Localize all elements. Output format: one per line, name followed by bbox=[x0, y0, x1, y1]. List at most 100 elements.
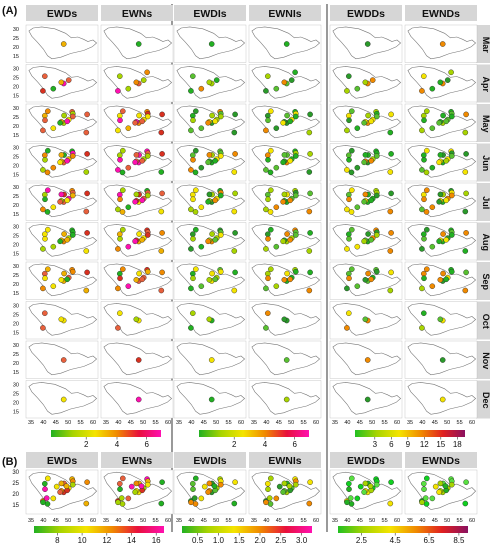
station-dot bbox=[448, 113, 455, 120]
station-dot bbox=[263, 88, 269, 94]
map-0-0-Aug bbox=[25, 222, 99, 261]
station-dot bbox=[125, 283, 132, 290]
station-dot bbox=[125, 125, 132, 131]
x-tick-label: 40 bbox=[419, 518, 425, 524]
station-dot bbox=[429, 204, 436, 210]
coastline bbox=[332, 145, 402, 178]
station-dot bbox=[423, 475, 430, 482]
station-dot bbox=[139, 276, 145, 283]
station-dot bbox=[201, 483, 208, 490]
map-1-1-May bbox=[248, 103, 322, 142]
station-dot bbox=[364, 357, 371, 363]
header-1-1-bg bbox=[249, 5, 321, 21]
station-dot bbox=[354, 164, 361, 171]
month-strip-bg bbox=[476, 104, 490, 142]
station-dot bbox=[387, 129, 394, 136]
station-dot bbox=[58, 480, 65, 487]
station-dot bbox=[217, 481, 224, 488]
station-dot bbox=[443, 276, 450, 283]
header-1-0-bg bbox=[174, 5, 246, 21]
header-2-1: EWNDs bbox=[422, 8, 460, 20]
station-dot bbox=[423, 209, 430, 215]
x-tick-label: 45 bbox=[276, 518, 282, 524]
station-dot bbox=[281, 191, 288, 198]
y-tick-label: 15 bbox=[13, 410, 19, 416]
y-tick-label: 25 bbox=[13, 115, 19, 121]
station-dot bbox=[70, 481, 76, 488]
station-dot bbox=[212, 197, 218, 204]
x-tick-label: 60 bbox=[165, 420, 171, 426]
x-tick-label: 35 bbox=[176, 518, 182, 524]
station-dot bbox=[284, 270, 290, 277]
y-tick-label: 30 bbox=[13, 67, 19, 73]
station-dot bbox=[280, 198, 286, 205]
coastline bbox=[407, 105, 477, 139]
station-dot bbox=[264, 310, 271, 317]
x-tick-label: 35 bbox=[251, 420, 257, 426]
station-dot bbox=[419, 499, 425, 506]
coastline bbox=[103, 342, 173, 376]
station-dot bbox=[208, 357, 215, 363]
bmap-2-1 bbox=[404, 469, 478, 515]
map-0-1-Dec bbox=[100, 380, 174, 419]
station-dot bbox=[232, 111, 238, 118]
bmap-1-0 bbox=[173, 469, 247, 515]
station-dot bbox=[232, 151, 238, 157]
station-dot bbox=[348, 209, 355, 215]
coastline bbox=[28, 342, 98, 376]
station-dot bbox=[40, 246, 46, 252]
station-dot bbox=[83, 208, 90, 215]
x-tick-label: 45 bbox=[201, 518, 207, 524]
station-dot bbox=[45, 226, 51, 233]
station-dot bbox=[192, 266, 199, 273]
station-dot bbox=[45, 475, 51, 482]
station-dot bbox=[348, 147, 355, 154]
station-dot bbox=[362, 480, 369, 487]
colorbar-label: 16 bbox=[152, 536, 161, 545]
bmap-2-0 bbox=[329, 469, 403, 515]
colorbar-label: 3 bbox=[373, 440, 378, 449]
station-dot bbox=[42, 156, 48, 163]
station-dot bbox=[346, 235, 352, 242]
station-dot bbox=[462, 500, 469, 507]
map-1-0-Oct bbox=[173, 301, 247, 340]
bmap-0-0 bbox=[25, 469, 99, 515]
station-dot bbox=[190, 196, 196, 203]
station-dot bbox=[198, 243, 205, 250]
station-dot bbox=[436, 120, 442, 126]
coastline bbox=[176, 145, 246, 178]
station-dot bbox=[144, 192, 151, 199]
station-dot bbox=[354, 283, 361, 290]
station-dot bbox=[281, 152, 288, 158]
station-dot bbox=[345, 480, 352, 487]
station-dot bbox=[117, 486, 123, 493]
station-dot bbox=[212, 118, 218, 125]
station-dot bbox=[432, 483, 439, 490]
station-dot bbox=[346, 486, 352, 493]
station-dot bbox=[361, 238, 367, 245]
station-dot bbox=[369, 77, 376, 83]
station-dot bbox=[144, 69, 150, 76]
x-tick-label: 60 bbox=[165, 518, 171, 524]
station-dot bbox=[40, 285, 46, 292]
x-tick-label: 45 bbox=[201, 420, 207, 426]
station-dot bbox=[265, 156, 271, 163]
station-dot bbox=[419, 127, 425, 134]
station-dot bbox=[439, 41, 446, 47]
x-tick-label: 60 bbox=[238, 420, 244, 426]
station-dot bbox=[158, 208, 165, 215]
station-dot bbox=[443, 157, 450, 164]
coastline bbox=[251, 145, 321, 178]
coastline bbox=[176, 26, 246, 60]
station-dot bbox=[117, 310, 123, 317]
station-dot bbox=[267, 169, 274, 176]
station-dot bbox=[188, 127, 194, 134]
map-0-0-Jun bbox=[25, 143, 99, 182]
map-2-0-Oct bbox=[329, 301, 403, 340]
station-dot bbox=[280, 489, 286, 495]
x-tick-label: 50 bbox=[140, 518, 146, 524]
station-dot bbox=[387, 208, 394, 215]
station-dot bbox=[189, 480, 196, 487]
station-dot bbox=[159, 479, 165, 486]
x-tick-label: 50 bbox=[65, 518, 71, 524]
